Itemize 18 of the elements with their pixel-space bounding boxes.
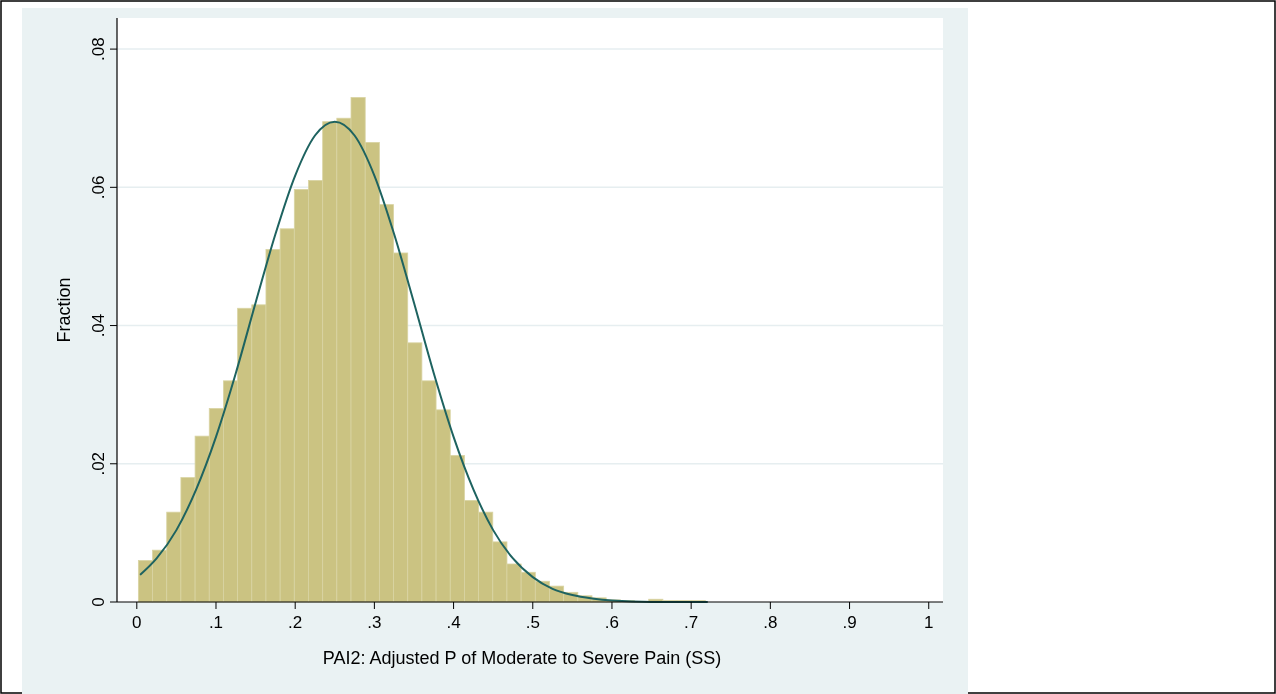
y-tick-label: .04 (89, 313, 108, 338)
x-tick-label: 1 (924, 613, 934, 632)
x-tick-label: .6 (604, 613, 620, 632)
x-tick-label: .3 (367, 613, 382, 632)
x-tick-label: 0 (132, 613, 142, 632)
x-tick-label: .8 (763, 613, 778, 632)
y-axis-title: Fraction (54, 277, 74, 343)
y-tick-label: .06 (89, 175, 108, 200)
y-tick-label: .08 (89, 37, 108, 61)
x-tick-label: .5 (525, 613, 540, 632)
x-tick-label: .4 (446, 613, 461, 632)
y-tick-label: .02 (89, 451, 108, 476)
y-tick-label: 0 (89, 597, 108, 607)
x-tick-label: .2 (288, 613, 303, 632)
x-tick-label: .1 (208, 613, 224, 632)
x-axis-title: PAI2: Adjusted P of Moderate to Severe Pain (SS) (322, 648, 722, 668)
x-tick-label: .7 (684, 613, 699, 632)
x-tick-label: .9 (842, 613, 857, 632)
